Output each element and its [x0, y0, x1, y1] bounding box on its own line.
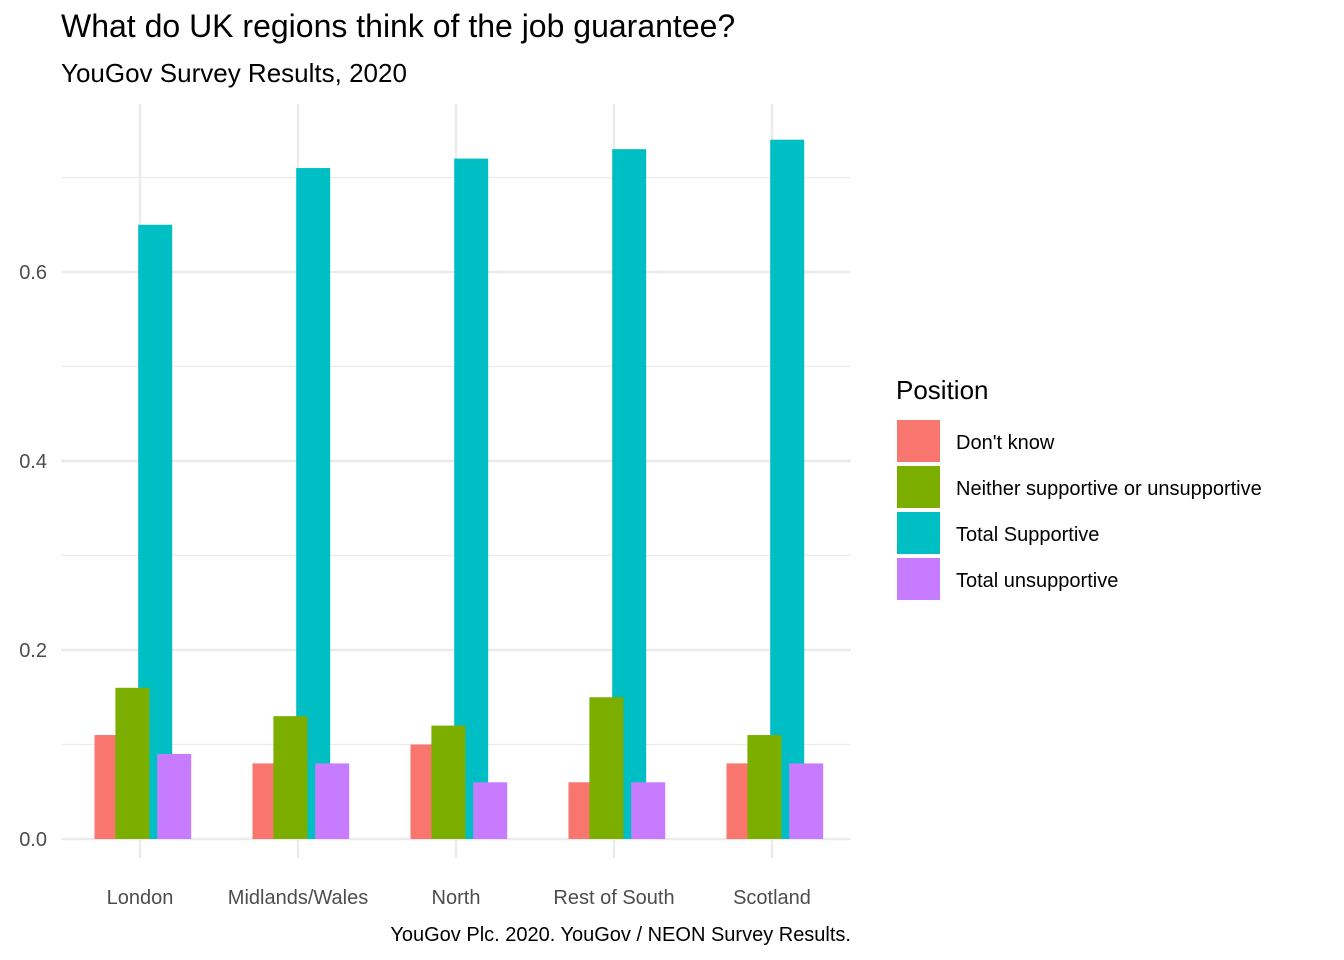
bar-total-unsupportive-north — [473, 782, 508, 839]
bar-neither-supportive-or-unsupportive-scotland — [747, 735, 782, 839]
y-tick-label: 0.2 — [19, 640, 47, 662]
legend-label: Total Supportive — [956, 524, 1099, 546]
legend-item: Don't know — [897, 420, 1055, 462]
x-tick-label: London — [107, 887, 174, 909]
bar-total-unsupportive-scotland — [789, 763, 824, 839]
legend-title: Position — [896, 375, 989, 405]
x-tick-label: North — [432, 887, 481, 909]
y-tick-label: 0.4 — [19, 451, 47, 473]
bar-neither-supportive-or-unsupportive-midlands-wales — [273, 716, 308, 839]
y-tick-label: 0.0 — [19, 829, 47, 851]
y-tick-label: 0.6 — [19, 262, 47, 284]
y-axis-ticks: 0.0 0.2 0.4 0.6 — [19, 262, 47, 851]
bars — [94, 139, 824, 840]
bar-neither-supportive-or-unsupportive-london — [115, 687, 150, 839]
x-tick-label: Rest of South — [553, 887, 674, 909]
chart-title: What do UK regions think of the job guar… — [61, 8, 736, 44]
bar-total-unsupportive-london — [157, 753, 192, 839]
chart-subtitle: YouGov Survey Results, 2020 — [61, 58, 407, 88]
legend: Position Don't know Neither supportive or… — [896, 375, 1262, 600]
legend-label: Neither supportive or unsupportive — [956, 478, 1262, 500]
legend-label: Total unsupportive — [956, 570, 1118, 592]
chart-caption: YouGov Plc. 2020. YouGov / NEON Survey R… — [390, 924, 851, 946]
legend-item: Total unsupportive — [897, 558, 1118, 600]
legend-swatch — [897, 512, 940, 554]
legend-swatch — [897, 466, 940, 508]
x-tick-label: Midlands/Wales — [228, 887, 368, 909]
legend-swatch — [897, 558, 940, 600]
legend-item: Total Supportive — [897, 512, 1099, 554]
bar-neither-supportive-or-unsupportive-north — [431, 725, 466, 839]
bar-total-supportive-scotland — [770, 139, 805, 839]
x-axis-ticks: London Midlands/Wales North Rest of South Sc… — [107, 887, 811, 909]
bar-total-unsupportive-rest-of-south — [631, 782, 666, 839]
x-tick-label: Scotland — [733, 887, 811, 909]
legend-label: Don't know — [956, 432, 1055, 454]
legend-item: Neither supportive or unsupportive — [897, 466, 1262, 508]
bar-total-unsupportive-midlands-wales — [315, 763, 350, 839]
bar-neither-supportive-or-unsupportive-rest-of-south — [589, 697, 624, 839]
legend-swatch — [897, 420, 940, 462]
